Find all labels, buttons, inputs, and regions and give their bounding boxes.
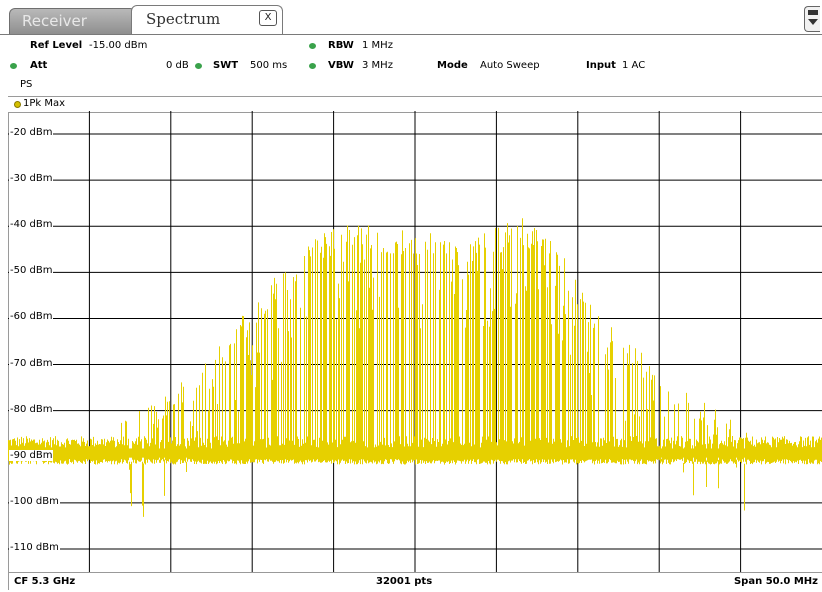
footer-bar: CF 5.3 GHz 32001 pts Span 50.0 MHz bbox=[8, 572, 822, 591]
ref-level-value: -15.00 dBm bbox=[89, 40, 148, 51]
rbw-status-dot bbox=[309, 43, 316, 49]
att-status-dot bbox=[10, 63, 17, 69]
att-value: 0 dB bbox=[166, 60, 189, 71]
input-value: 1 AC bbox=[622, 60, 646, 71]
y-tick-label: -70 dBm bbox=[9, 357, 54, 369]
y-tick-label: -110 dBm bbox=[9, 541, 60, 553]
vbw-label: VBW bbox=[328, 60, 354, 71]
chevron-down-icon bbox=[808, 19, 818, 25]
y-tick-label: -20 dBm bbox=[9, 127, 54, 139]
swt-status-dot bbox=[195, 63, 202, 69]
tab-bar: Receiver Spectrum X bbox=[0, 0, 822, 35]
window-border-left bbox=[8, 96, 9, 590]
y-tick-label: -80 dBm bbox=[9, 403, 54, 415]
measurement-settings: Ref Level -15.00 dBm RBW 1 MHz Att 0 dB … bbox=[0, 36, 822, 96]
mode-value: Auto Sweep bbox=[480, 60, 540, 71]
menu-icon bbox=[808, 10, 818, 15]
rbw-value: 1 MHz bbox=[362, 40, 393, 51]
att-label: Att bbox=[30, 60, 48, 71]
ps-label: PS bbox=[20, 79, 33, 90]
softkey-menu-button[interactable] bbox=[804, 6, 820, 32]
sweep-points: 32001 pts bbox=[376, 576, 433, 587]
y-tick-label: -40 dBm bbox=[9, 219, 54, 231]
close-tab-button[interactable]: X bbox=[259, 10, 277, 26]
vbw-value: 3 MHz bbox=[362, 60, 393, 71]
spectrum-chart bbox=[8, 111, 822, 572]
swt-label: SWT bbox=[213, 60, 239, 71]
noise-floor-band bbox=[8, 448, 822, 458]
y-tick-label: -90 dBm bbox=[9, 449, 54, 461]
input-label: Input bbox=[586, 60, 616, 71]
ref-level-label: Ref Level bbox=[30, 40, 83, 51]
y-tick-label: -60 dBm bbox=[9, 311, 54, 323]
y-tick-label: -50 dBm bbox=[9, 265, 54, 277]
mode-label: Mode bbox=[437, 60, 468, 71]
spectrum-plot[interactable]: -20 dBm -30 dBm -40 dBm -50 dBm -60 dBm -70 d… bbox=[8, 111, 822, 572]
frequency-span: Span 50.0 MHz bbox=[733, 576, 818, 587]
tab-receiver-label: Receiver bbox=[22, 12, 87, 30]
tab-spectrum-label: Spectrum bbox=[146, 10, 221, 28]
swt-value: 500 ms bbox=[250, 60, 288, 71]
trace-indicator-icon bbox=[14, 101, 21, 108]
tab-divider bbox=[0, 34, 822, 35]
tab-receiver[interactable]: Receiver bbox=[9, 8, 136, 34]
y-tick-label: -30 dBm bbox=[9, 173, 54, 185]
trace-label: 1Pk Max bbox=[23, 98, 66, 109]
vbw-status-dot bbox=[309, 63, 316, 69]
center-frequency: CF 5.3 GHz bbox=[14, 576, 76, 587]
rbw-label: RBW bbox=[328, 40, 354, 51]
y-tick-label: -100 dBm bbox=[9, 495, 60, 507]
tab-spectrum[interactable]: Spectrum X bbox=[131, 5, 283, 35]
